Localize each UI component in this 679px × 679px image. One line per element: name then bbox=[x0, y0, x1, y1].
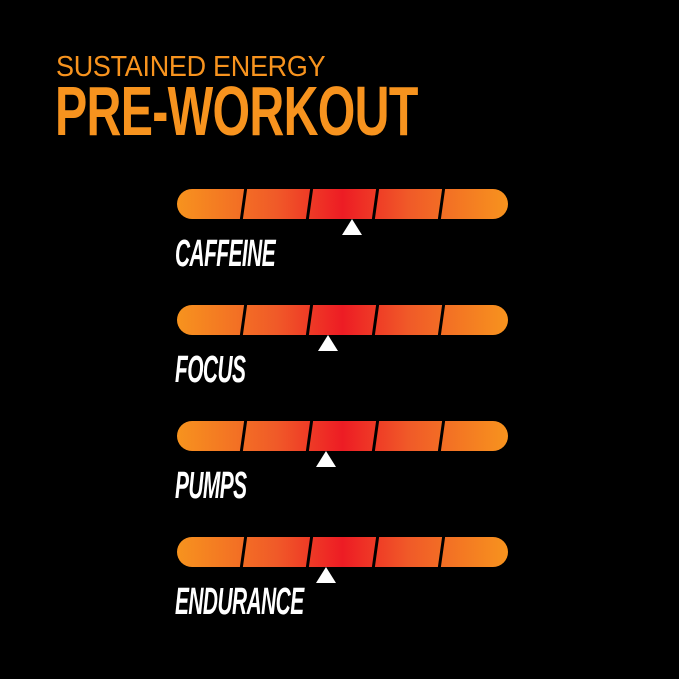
segment-divider bbox=[239, 537, 248, 567]
meter-caffeine: CAFFEINE bbox=[175, 189, 508, 275]
meter-label: CAFFEINE bbox=[175, 233, 276, 275]
level-marker-icon bbox=[315, 567, 336, 583]
scale-bar bbox=[177, 421, 508, 451]
meter-pumps: PUMPS bbox=[175, 421, 508, 507]
scale-bar bbox=[177, 305, 508, 335]
segment-divider bbox=[371, 421, 380, 451]
segment-divider bbox=[437, 421, 446, 451]
level-marker-icon bbox=[317, 335, 338, 351]
segment-divider bbox=[437, 305, 446, 335]
segment-divider bbox=[239, 421, 248, 451]
segment-divider bbox=[371, 537, 380, 567]
segment-divider bbox=[371, 189, 380, 219]
segment-divider bbox=[239, 189, 248, 219]
meter-label: ENDURANCE bbox=[175, 581, 304, 623]
segment-divider bbox=[305, 305, 314, 335]
meter-label: PUMPS bbox=[175, 465, 247, 507]
segment-divider bbox=[437, 537, 446, 567]
meter-focus: FOCUS bbox=[175, 305, 508, 391]
title: PRE-WORKOUT bbox=[55, 72, 418, 150]
meter-endurance: ENDURANCE bbox=[175, 537, 508, 623]
level-marker-icon bbox=[342, 219, 363, 235]
segment-divider bbox=[371, 305, 380, 335]
segment-divider bbox=[305, 189, 314, 219]
segment-divider bbox=[437, 189, 446, 219]
scale-bar bbox=[177, 537, 508, 567]
level-marker-icon bbox=[315, 451, 336, 467]
subtitle: SUSTAINED ENERGY bbox=[56, 51, 326, 83]
segment-divider bbox=[305, 537, 314, 567]
segment-divider bbox=[305, 421, 314, 451]
scale-bar bbox=[177, 189, 508, 219]
meter-label: FOCUS bbox=[175, 349, 246, 391]
segment-divider bbox=[239, 305, 248, 335]
